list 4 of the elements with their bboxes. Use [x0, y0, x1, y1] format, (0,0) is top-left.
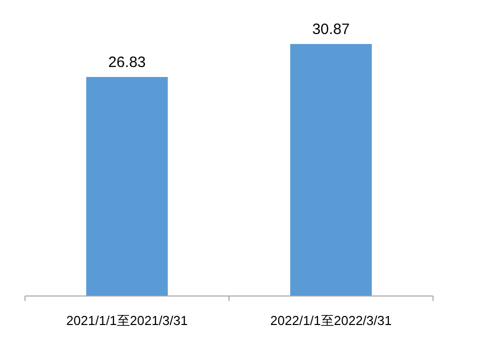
data-label: 26.83 — [108, 54, 146, 71]
x-tick-label: 2021/1/1至2021/3/31 — [66, 313, 188, 328]
x-tick-label: 2022/1/1至2022/3/31 — [270, 313, 392, 328]
data-label: 30.87 — [312, 21, 350, 38]
